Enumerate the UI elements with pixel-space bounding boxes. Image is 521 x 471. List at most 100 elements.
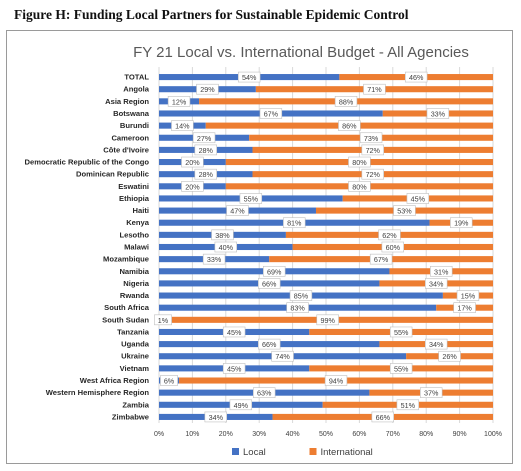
data-label-local-box — [214, 241, 237, 253]
data-label-local-box — [253, 387, 276, 398]
data-label-local-box — [211, 229, 234, 241]
legend-label: Local — [243, 447, 266, 458]
category-label: West Africa Region — [80, 376, 150, 385]
data-label-local: 69% — [267, 267, 282, 276]
data-label-international-box — [404, 71, 428, 83]
data-label-local-box — [204, 411, 227, 423]
x-tick-label: 90% — [453, 431, 467, 438]
category-label: Dominican Republic — [76, 170, 149, 179]
data-label-local-box — [194, 168, 217, 180]
category-label: Asia Region — [105, 97, 149, 106]
data-label-international-box — [359, 132, 383, 144]
x-tick-label: 0% — [154, 431, 164, 438]
category-label: South Sudan — [102, 315, 149, 324]
stacked-bar-chart: FY 21 Local vs. International Budget - A… — [25, 44, 502, 458]
data-label-international: 55% — [394, 328, 409, 337]
data-label-international-box — [334, 96, 358, 107]
data-label-local-box — [237, 71, 261, 83]
category-label: Botswana — [113, 109, 150, 118]
data-label-international: 73% — [364, 134, 379, 143]
category-label: Zimbabwe — [112, 412, 149, 421]
category-label: Rwanda — [120, 291, 150, 300]
data-label-international: 86% — [342, 122, 357, 131]
data-label-local: 45% — [227, 328, 242, 337]
category-label: Haiti — [133, 206, 149, 215]
legend-label: International — [321, 447, 373, 458]
category-label: South Africa — [104, 303, 150, 312]
legend-swatch — [232, 448, 239, 455]
data-label-international: 55% — [394, 364, 409, 373]
data-label-international-box — [393, 205, 416, 216]
chart-title: FY 21 Local vs. International Budget - A… — [133, 44, 469, 61]
data-label-local: 20% — [185, 158, 200, 167]
data-label-local-box — [222, 363, 246, 374]
data-label-international-box — [438, 350, 461, 362]
data-label-international: 37% — [424, 389, 439, 398]
category-label: Western Hemisphere Region — [46, 388, 150, 397]
data-label-international: 19% — [454, 219, 469, 228]
data-label-local-box — [171, 120, 194, 131]
category-label: Côte d'Ivoire — [103, 145, 149, 154]
data-label-international-box — [371, 411, 394, 423]
data-label-local: 14% — [175, 122, 190, 131]
data-label-local-box — [154, 314, 172, 326]
data-label-international: 80% — [352, 182, 367, 191]
data-label-international-box — [338, 120, 361, 131]
data-label-local: 6% — [164, 377, 175, 386]
data-label-international-box — [426, 108, 450, 119]
data-label-international-box — [396, 399, 420, 411]
data-label-local-box — [160, 375, 178, 386]
category-label: Zambia — [122, 400, 149, 409]
data-label-international-box — [430, 265, 453, 277]
category-label: TOTAL — [124, 73, 149, 82]
x-tick-label: 40% — [286, 431, 300, 438]
data-label-international-box — [324, 375, 348, 386]
data-label-international: 94% — [329, 377, 344, 386]
category-label: Ukraine — [121, 352, 149, 361]
data-label-international-box — [348, 181, 371, 192]
data-label-local: 83% — [290, 304, 305, 313]
x-tick-label: 80% — [419, 431, 433, 438]
category-label: Malawi — [124, 243, 149, 252]
data-label-international-box — [425, 338, 448, 350]
data-label-international-box — [363, 83, 386, 95]
data-label-local: 55% — [244, 194, 259, 203]
data-label-local-box — [258, 278, 281, 289]
data-label-local: 85% — [294, 292, 309, 301]
data-label-international-box — [381, 241, 404, 253]
data-label-local-box — [226, 205, 249, 216]
data-label-international: 62% — [382, 231, 397, 240]
data-label-international: 45% — [411, 194, 426, 203]
data-label-local-box — [229, 399, 253, 411]
category-label: Uganda — [121, 340, 150, 349]
data-label-international: 46% — [409, 73, 424, 82]
data-label-international-box — [389, 363, 413, 374]
data-label-local-box — [263, 265, 286, 277]
data-label-international-box — [348, 156, 371, 168]
data-label-international: 60% — [386, 243, 401, 252]
data-label-local: 34% — [209, 413, 224, 422]
data-label-local-box — [194, 144, 217, 156]
data-label-international: 31% — [434, 267, 449, 276]
data-label-local: 54% — [242, 73, 257, 82]
data-label-local-box — [167, 96, 191, 107]
data-label-international: 71% — [367, 85, 382, 94]
data-label-international-box — [361, 144, 384, 156]
category-label: Lesotho — [119, 230, 149, 239]
data-label-international: 26% — [442, 352, 457, 361]
category-label: Vietnam — [120, 364, 150, 373]
data-label-international-box — [450, 217, 473, 229]
data-label-international-box — [406, 193, 430, 204]
data-label-local: 20% — [185, 182, 200, 191]
data-label-international-box — [420, 387, 443, 398]
category-label: Ethiopia — [119, 194, 150, 203]
data-label-international: 72% — [366, 146, 381, 155]
data-label-local: 40% — [219, 243, 234, 252]
data-label-international: 51% — [401, 401, 416, 410]
data-label-local-box — [271, 350, 294, 362]
data-label-international-box — [453, 302, 476, 313]
category-label: Namibia — [119, 267, 149, 276]
data-label-international-box — [369, 253, 393, 265]
data-label-local: 81% — [287, 219, 302, 228]
data-label-local-box — [283, 217, 306, 229]
